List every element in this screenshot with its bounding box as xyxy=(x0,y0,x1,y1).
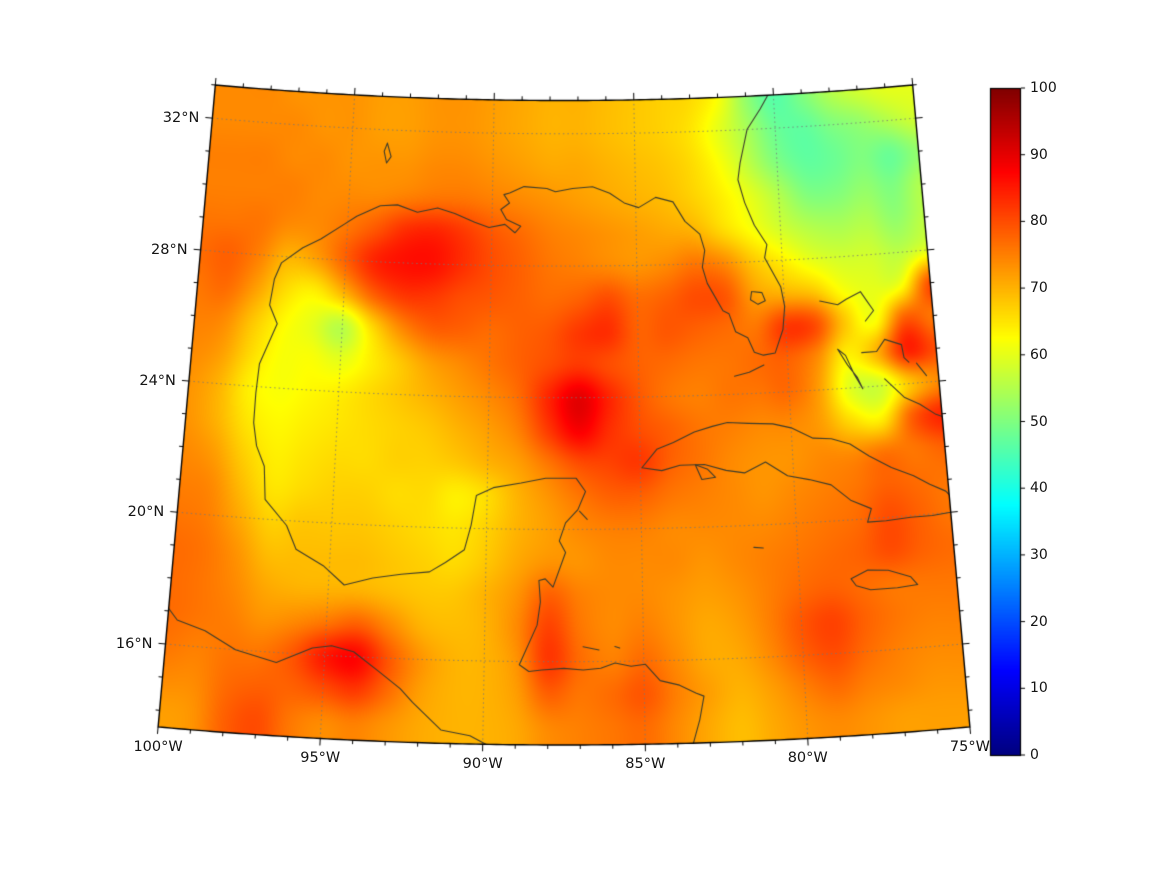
map-figure: 32°N 28°N 24°N 20°N 16°N 100°W 95°W 90°W 85°W 80°… xyxy=(0,0,1167,875)
gulf-of-mexico-heatmap-canvas xyxy=(0,0,1167,875)
